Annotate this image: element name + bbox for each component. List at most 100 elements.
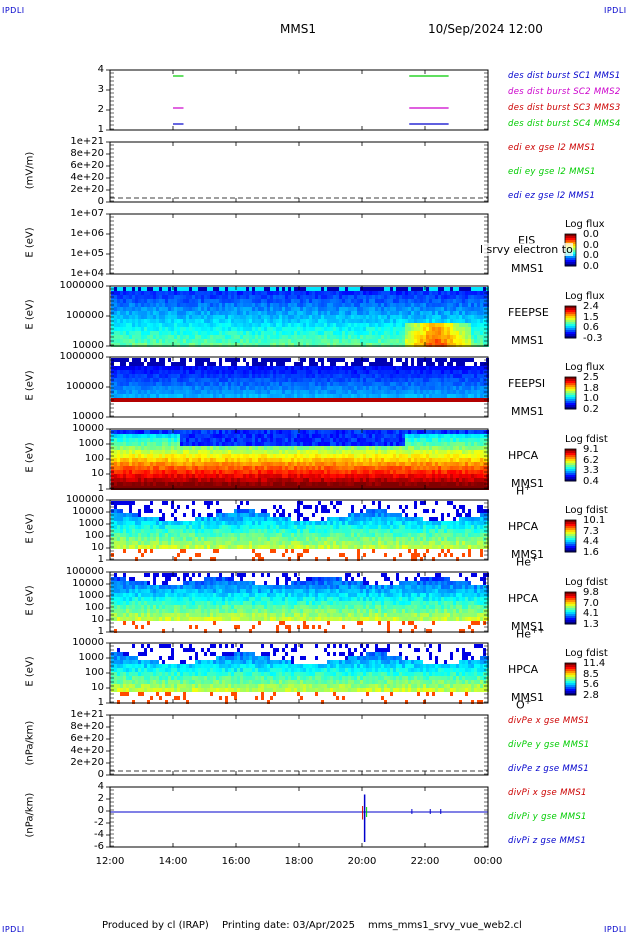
- spectrogram-cell: [225, 394, 228, 398]
- spectrogram-cell: [381, 366, 384, 370]
- spectrogram-cell: [297, 319, 300, 323]
- spectrogram-cell: [147, 438, 150, 442]
- spectrogram-cell: [279, 378, 282, 382]
- spectrogram-cell: [369, 331, 372, 335]
- spectrogram-cell: [375, 454, 378, 458]
- spectrogram-cell: [279, 287, 282, 291]
- spectrogram-cell: [156, 474, 159, 478]
- spectrogram-cell: [117, 454, 120, 458]
- spectrogram-cell: [198, 366, 201, 370]
- spectrogram-cell: [396, 299, 399, 303]
- spectrogram-cell: [318, 307, 321, 311]
- spectrogram-cell: [414, 398, 417, 402]
- spectrogram-cell: [348, 470, 351, 474]
- spectrogram-cell: [405, 339, 408, 343]
- spectrogram-cell: [126, 394, 129, 398]
- spectrogram-cell: [279, 370, 282, 374]
- spectrogram-cell: [150, 486, 153, 490]
- spectrogram-cell: [174, 299, 177, 303]
- spectrogram-cell: [312, 454, 315, 458]
- spectrogram-cell: [447, 303, 450, 307]
- spectrogram-cell: [156, 362, 159, 366]
- spectrogram-cell: [435, 307, 438, 311]
- spectrogram-cell: [126, 295, 129, 299]
- spectrogram-cell: [144, 474, 147, 478]
- spectrogram-cell: [297, 434, 300, 438]
- spectrogram-cell: [450, 291, 453, 295]
- spectrogram-cell: [447, 311, 450, 315]
- spectrogram-cell: [159, 478, 162, 482]
- spectrogram-cell: [360, 299, 363, 303]
- spectrogram-cell: [318, 319, 321, 323]
- spectrogram-cell: [435, 394, 438, 398]
- spectrogram-cell: [285, 331, 288, 335]
- spectrogram-cell: [444, 343, 447, 347]
- spectrogram-cell: [372, 319, 375, 323]
- spectrogram-cell: [399, 430, 402, 434]
- spectrogram-cell: [279, 343, 282, 347]
- spectrogram-cell: [162, 331, 165, 335]
- spectrogram-cell: [216, 438, 219, 442]
- spectrogram-cell: [426, 291, 429, 295]
- spectrogram-cell: [114, 466, 117, 470]
- spectrogram-cell: [342, 374, 345, 378]
- spectrogram-cell: [192, 438, 195, 442]
- spectrogram-cell: [285, 382, 288, 386]
- spectrogram-cell: [249, 482, 252, 486]
- spectrogram-cell: [360, 307, 363, 311]
- spectrogram-cell: [189, 303, 192, 307]
- spectrogram-cell: [129, 370, 132, 374]
- spectrogram-cell: [324, 335, 327, 339]
- spectrogram-cell: [327, 382, 330, 386]
- spectrogram-cell: [234, 327, 237, 331]
- spectrogram-cell: [204, 291, 207, 295]
- spectrogram-cell: [327, 323, 330, 327]
- spectrogram-cell: [270, 374, 273, 378]
- spectrogram-cell: [441, 362, 444, 366]
- spectrogram-cell: [198, 474, 201, 478]
- spectrogram-cell: [306, 343, 309, 347]
- spectrogram-cell: [219, 394, 222, 398]
- spectrogram-cell: [219, 434, 222, 438]
- spectrogram-cell: [432, 331, 435, 335]
- colorbar-step: [565, 377, 576, 380]
- spectrogram-cell: [459, 390, 462, 394]
- spectrogram-cell: [162, 482, 165, 486]
- spectrogram-cell: [360, 366, 363, 370]
- spectrogram-cell: [192, 291, 195, 295]
- spectrogram-cell: [198, 478, 201, 482]
- spectrogram-cell: [192, 458, 195, 462]
- spectrogram-cell: [351, 478, 354, 482]
- spectrogram-cell: [123, 366, 126, 370]
- spectrogram-cell: [132, 398, 135, 402]
- spectrogram-cell: [255, 343, 258, 347]
- spectrogram-cell: [366, 482, 369, 486]
- spectrogram-cell: [381, 331, 384, 335]
- spectrogram-cell: [276, 462, 279, 466]
- spectrogram-cell: [408, 442, 411, 446]
- spectrogram-cell: [360, 343, 363, 347]
- spectrogram-cell: [303, 474, 306, 478]
- spectrogram-cell: [159, 370, 162, 374]
- spectrogram-cell: [171, 370, 174, 374]
- spectrogram-cell: [228, 462, 231, 466]
- spectrogram-cell: [378, 287, 381, 291]
- spectrogram-cell: [165, 390, 168, 394]
- spectrogram-cell: [366, 386, 369, 390]
- spectrogram-cell: [192, 478, 195, 482]
- spectrogram-cell: [321, 450, 324, 454]
- spectrogram-cell: [282, 311, 285, 315]
- spectrogram-cell: [117, 319, 120, 323]
- spectrogram-cell: [336, 478, 339, 482]
- spectrogram-cell: [396, 323, 399, 327]
- spectrogram-cell: [315, 450, 318, 454]
- spectrogram-cell: [114, 394, 117, 398]
- spectrogram-cell: [171, 474, 174, 478]
- spectrogram-cell: [300, 303, 303, 307]
- spectrogram-cell: [207, 454, 210, 458]
- spectrogram-cell: [162, 315, 165, 319]
- spectrogram-cell: [342, 327, 345, 331]
- spectrogram-cell: [168, 446, 171, 450]
- spectrogram-cell: [432, 378, 435, 382]
- spectrogram-cell: [306, 486, 309, 490]
